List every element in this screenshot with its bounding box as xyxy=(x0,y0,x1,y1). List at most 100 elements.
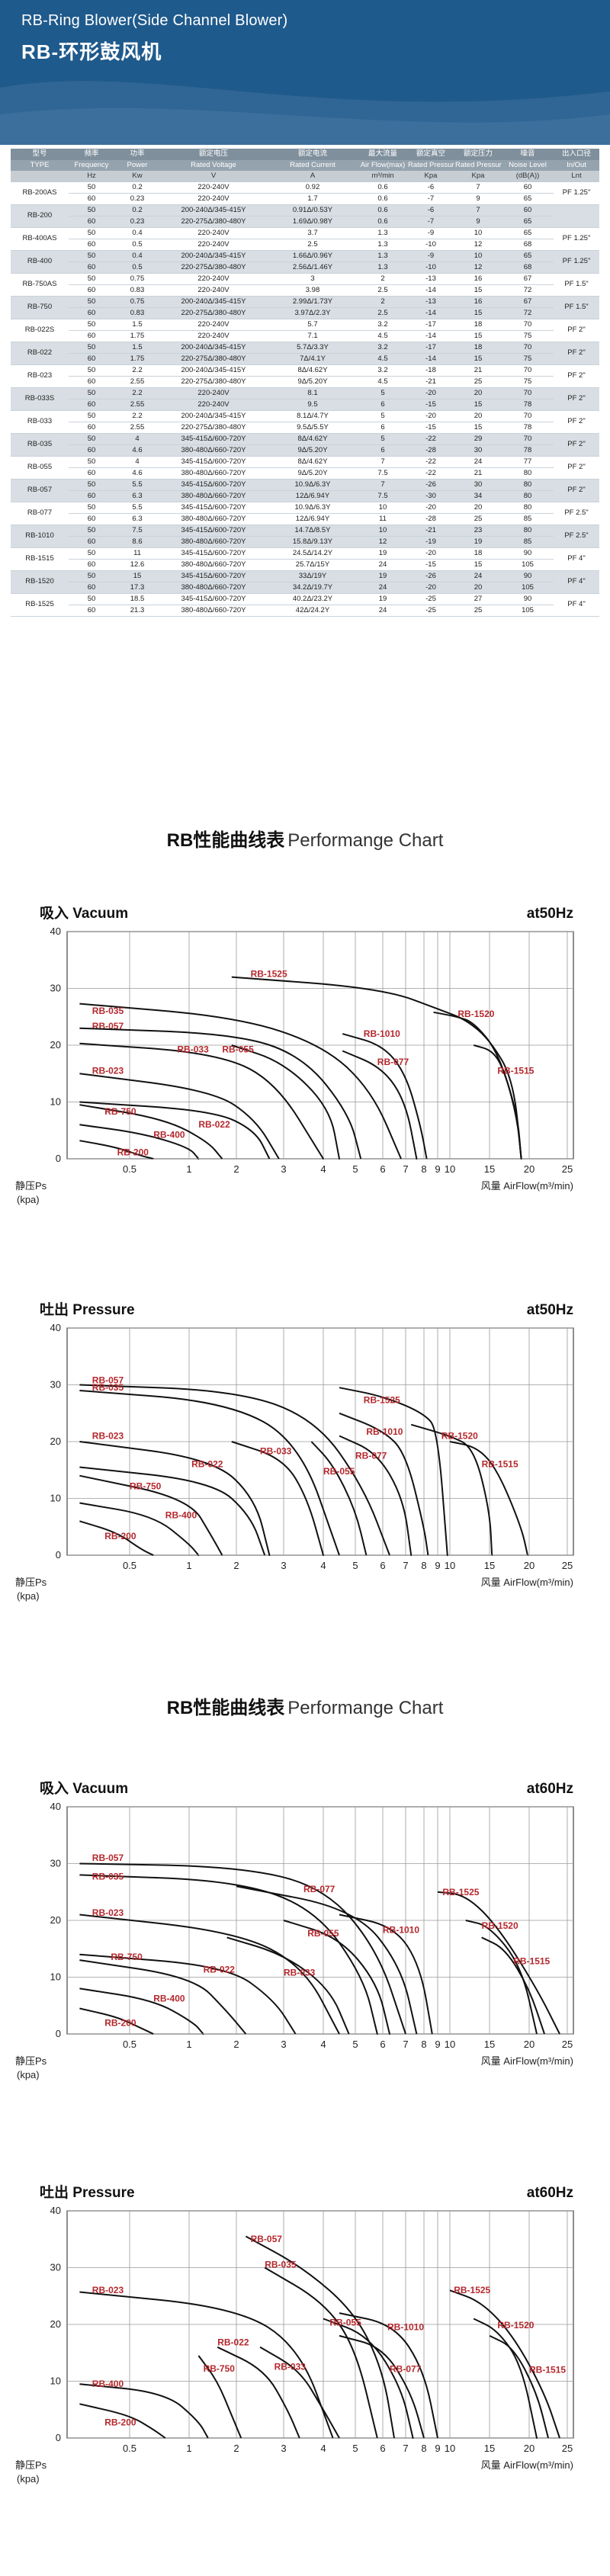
table-cell: 50 xyxy=(69,502,114,514)
table-cell: 50 xyxy=(69,181,114,194)
table-cell: 9Δ/5.20Y xyxy=(267,467,358,480)
table-cell: -21 xyxy=(407,376,454,388)
x-tick-label: 15 xyxy=(484,1163,495,1175)
y-tick-label: 20 xyxy=(50,1436,61,1447)
table-header-cell: 额定真空 xyxy=(407,149,454,160)
table-cell: 220-240V xyxy=(160,330,267,342)
table-row: RB-1525 50 18.5 345-415Δ/600-720Y 40.2Δ/23.2… xyxy=(11,593,599,617)
table-header-cell: 额定电流 xyxy=(267,149,358,160)
table-cell: 4.6 xyxy=(114,444,160,457)
table-cell: 42Δ/24.2Y xyxy=(267,605,358,617)
table-cell: 15 xyxy=(454,307,502,319)
table-cell: 68 xyxy=(502,239,554,251)
table-cell: 60 xyxy=(69,307,114,319)
y-tick-label: 10 xyxy=(50,1493,61,1504)
x-tick-label: 0.5 xyxy=(123,2443,136,2454)
table-cell: -22 xyxy=(407,456,454,468)
table-cell: -18 xyxy=(407,364,454,377)
table-cell: 50 xyxy=(69,342,114,354)
curve-label-rb-035: RB-035 xyxy=(92,1382,124,1393)
curve-rb-033 xyxy=(259,2346,340,2439)
table-cell: 75 xyxy=(502,376,554,388)
table-cell: 24 xyxy=(358,559,407,571)
curve-label-rb-200: RB-200 xyxy=(104,1531,136,1541)
x-tick-label: 4 xyxy=(320,2039,326,2050)
table-row: 60 21.3 380-480Δ/660-720Y 42Δ/24.2Y 24 -25 25 1… xyxy=(11,605,599,617)
model-cell: RB-750AS xyxy=(11,273,69,297)
table-cell: 70 xyxy=(502,342,554,354)
curve-label-rb-023: RB-023 xyxy=(92,1065,124,1076)
x-axis-label: 风量 AirFlow(m³/min) xyxy=(481,2055,573,2067)
curve-rb-035 xyxy=(79,1027,362,1160)
x-tick-label: 6 xyxy=(380,1163,385,1175)
table-cell: -25 xyxy=(407,605,454,617)
model-cell: RB-400AS xyxy=(11,227,69,251)
table-cell: -20 xyxy=(407,547,454,560)
table-cell: 7.5 xyxy=(358,467,407,480)
table-cell: 68 xyxy=(502,261,554,274)
curve-rb-1520 xyxy=(473,2318,538,2440)
table-cell: 60 xyxy=(69,376,114,388)
table-header-cell: 额定压力 xyxy=(454,149,502,160)
curve-rb-057 xyxy=(245,2235,395,2439)
table-cell: 70 xyxy=(502,364,554,377)
x-tick-label: 6 xyxy=(380,1560,385,1571)
table-row: RB-033 50 2.2 200-240Δ/345-415Y 8.1Δ/4.7Y 5 -2… xyxy=(11,410,599,434)
outlet-cell: PF 2" xyxy=(554,410,599,434)
table-cell: 380-480Δ/660-720Y xyxy=(160,513,267,525)
outlet-cell: PF 2" xyxy=(554,456,599,480)
table-cell: 0.4 xyxy=(114,250,160,262)
table-cell: -28 xyxy=(407,513,454,525)
table-cell: 75 xyxy=(502,330,554,342)
table-cell: 105 xyxy=(502,605,554,617)
outlet-cell: PF 1.5" xyxy=(554,273,599,297)
table-cell: 6.3 xyxy=(114,513,160,525)
table-cell: 12 xyxy=(454,239,502,251)
table-cell: 220-240V xyxy=(160,181,267,194)
table-cell: 6 xyxy=(358,444,407,457)
table-cell: 67 xyxy=(502,273,554,285)
table-cell: -14 xyxy=(407,330,454,342)
section-title-cn: RB性能曲线表 xyxy=(166,1698,285,1718)
chart-vacuum-50hz: 吸入 Vacuum at50Hz 0 10 20 30 40 0.5 1 2 3 4 5 6 7 8 9 10 15… xyxy=(0,892,610,1227)
table-cell: 345-415Δ/600-720Y xyxy=(160,593,267,605)
curve-rb-033 xyxy=(79,1042,324,1160)
table-cell: 1.5 xyxy=(114,342,160,354)
table-cell: -13 xyxy=(407,273,454,285)
x-tick-label: 6 xyxy=(380,2039,385,2050)
table-cell: 34.2Δ/19.7Y xyxy=(267,582,358,594)
x-tick-label: 10 xyxy=(445,2039,455,2050)
table-cell: -15 xyxy=(407,422,454,434)
table-cell: 220-240V xyxy=(160,284,267,297)
curve-rb-1520 xyxy=(465,1920,538,2035)
curve-rb-035 xyxy=(264,2266,378,2439)
section-title-en: Performange Chart xyxy=(287,830,444,851)
table-cell: 10.9Δ/6.3Y xyxy=(267,502,358,514)
curve-rb-1525 xyxy=(339,1387,448,1557)
table-cell: -9 xyxy=(407,227,454,239)
outlet-cell: PF 1.25" xyxy=(554,227,599,251)
table-cell: -30 xyxy=(407,490,454,502)
table-cell: 80 xyxy=(502,502,554,514)
table-cell: 0.6 xyxy=(358,181,407,194)
table-cell: -22 xyxy=(407,467,454,480)
header-banner: RB-Ring Blower(Side Channel Blower) RB-环… xyxy=(0,0,610,145)
table-cell: 5.7Δ/3.3Y xyxy=(267,342,358,354)
spec-table: 型号 频率 功率 额定电压 额定电流 最大流量 额定真空 额定压力 噪音 出入口径 TYPE Freq… xyxy=(11,149,599,617)
x-tick-label: 1 xyxy=(186,1560,191,1571)
curve-rb-023 xyxy=(79,2291,334,2439)
curve-label-rb-022: RB-022 xyxy=(204,1965,236,1975)
curve-rb-1515 xyxy=(489,2334,549,2439)
table-cell: 220-240V xyxy=(160,319,267,331)
curve-rb-077 xyxy=(236,1885,418,2035)
table-row: RB-022S 50 1.5 220-240V 5.7 3.2 -17 18 70 PF 2" xyxy=(11,319,599,342)
table-cell: 15 xyxy=(454,399,502,411)
curve-rb-033 xyxy=(231,1441,324,1557)
table-row: RB-057 50 5.5 345-415Δ/600-720Y 10.9Δ/6.3Y 7-… xyxy=(11,479,599,502)
curve-rb-200 xyxy=(79,2403,166,2439)
chart-svg: 吸入 Vacuum at60Hz 0 10 20 30 40 0.5 1 2 3 4 5 6 7 8 9 10 15… xyxy=(15,1780,574,2080)
table-cell: 20 xyxy=(454,387,502,399)
table-cell: 25 xyxy=(454,513,502,525)
table-cell: 0.2 xyxy=(114,181,160,194)
table-cell: 5.7 xyxy=(267,319,358,331)
